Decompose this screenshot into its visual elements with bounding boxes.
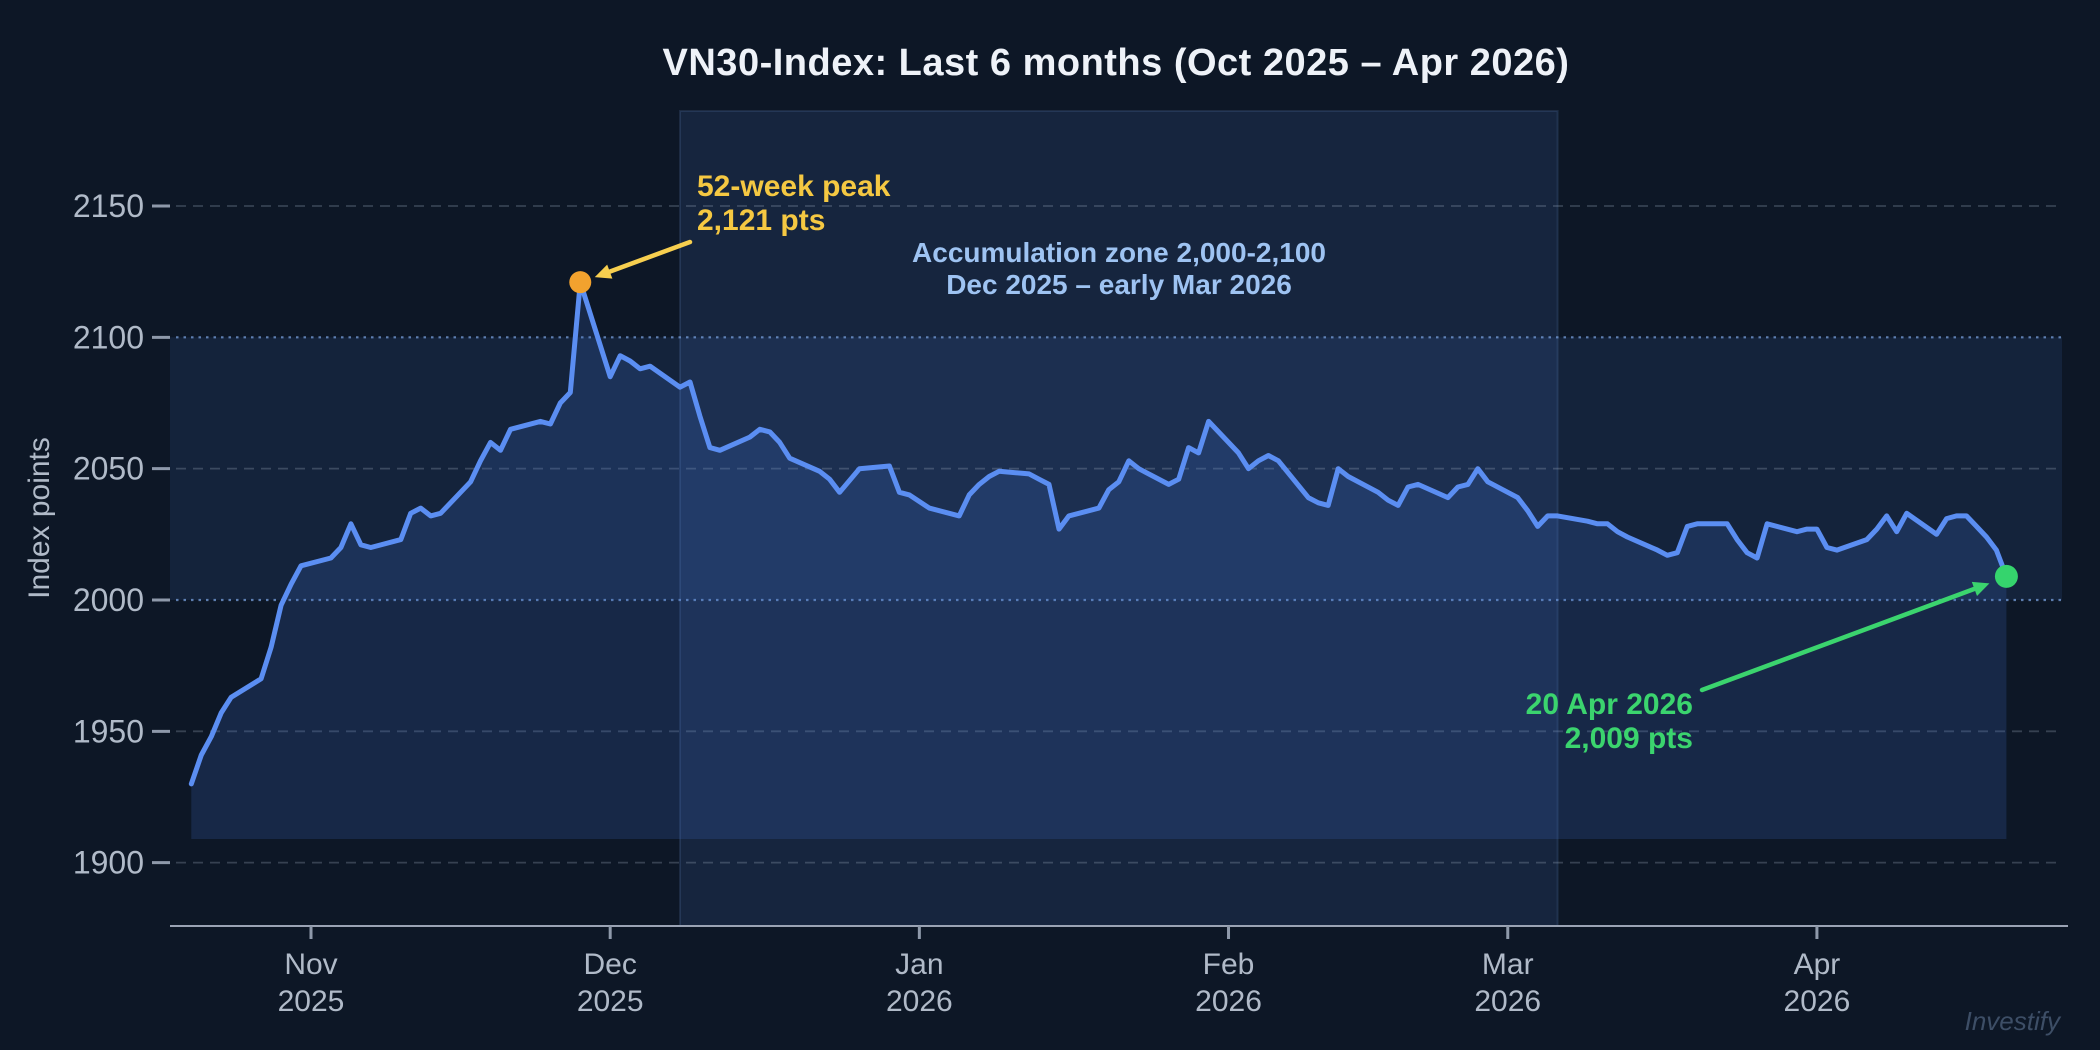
peak-annotation-line2: 2,121 pts — [697, 204, 826, 237]
peak-dot — [569, 271, 592, 294]
y-axis-label: Index points — [23, 437, 56, 599]
peak-annotation-line1: 52-week peak — [697, 170, 891, 203]
y-tick-label-2000: 2000 — [73, 582, 144, 618]
accumulation-zone-annotation: Accumulation zone 2,000-2,100 Dec 2025 –… — [912, 237, 1326, 301]
peak-annotation: 52-week peak 2,121 pts — [697, 170, 890, 238]
latest-point-annotation: 20 Apr 2026 2,009 pts — [1526, 688, 1693, 756]
peak-arrow-line — [607, 239, 693, 274]
y-tick-label-2150: 2150 — [73, 188, 144, 224]
price-range-band — [170, 337, 2062, 600]
latest-dot — [1994, 564, 2018, 588]
accumulation-zone-line2: Dec 2025 – early Mar 2026 — [946, 269, 1292, 300]
y-tick-label-2100: 2100 — [73, 319, 144, 355]
x-tick-label-Mar: Mar 2026 — [1474, 948, 1541, 1018]
latest-annotation-line2: 2,009 pts — [1564, 722, 1693, 755]
x-tick-label-Nov: Nov 2025 — [278, 948, 345, 1018]
y-tick-label-1900: 1900 — [73, 845, 144, 881]
latest-annotation-line1: 20 Apr 2026 — [1525, 688, 1693, 721]
chart-title: VN30-Index: Last 6 months (Oct 2025 – Ap… — [662, 42, 1570, 84]
watermark: Investify — [1964, 1006, 2060, 1036]
y-tick-label-2050: 2050 — [73, 451, 144, 487]
accumulation-zone-band — [679, 110, 1559, 927]
y-tick-label-1950: 1950 — [73, 713, 144, 749]
x-tick-label-Apr: Apr 2026 — [1784, 948, 1851, 1018]
x-tick-label-Dec: Dec 2025 — [577, 948, 644, 1018]
latest-arrow-head — [1971, 581, 1990, 596]
accumulation-zone-line1: Accumulation zone 2,000-2,100 — [912, 237, 1326, 268]
index-line — [188, 279, 2009, 787]
index-area-fill — [191, 282, 2007, 839]
x-tick-label-Jan: Jan 2026 — [886, 948, 953, 1018]
latest-arrow-line — [1699, 586, 1977, 693]
peak-arrow-head — [594, 264, 613, 279]
x-tick-label-Feb: Feb 2026 — [1195, 948, 1262, 1018]
